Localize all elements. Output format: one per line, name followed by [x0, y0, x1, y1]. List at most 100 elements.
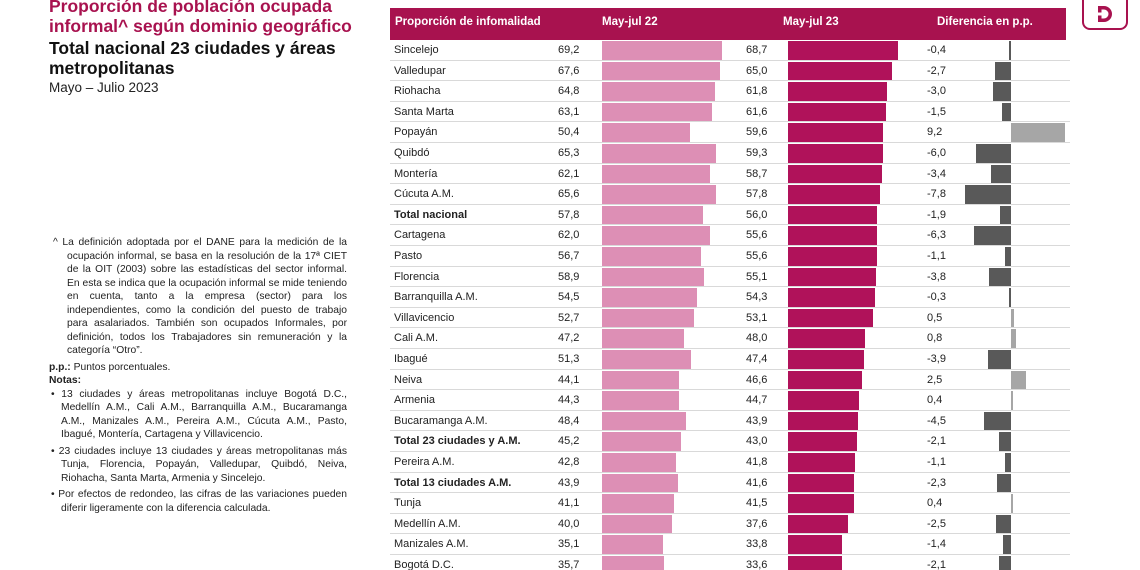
bar-diferencia: [1011, 329, 1016, 348]
value-may-jul-22: 45,2: [558, 435, 580, 448]
footnotes: ^ La definición adoptada por el DANE par…: [49, 236, 347, 515]
row-city: Total 13 ciudades A.M.: [394, 476, 512, 489]
value-may-jul-22: 35,7: [558, 559, 580, 570]
value-diferencia: 0,4: [927, 497, 943, 510]
bar-may-jul-23: [788, 82, 887, 101]
bar-may-jul-23: [788, 61, 892, 81]
value-may-jul-22: 40,0: [558, 517, 580, 530]
row-city: Bogotá D.C.: [394, 559, 454, 570]
dane-logo-icon: [1097, 6, 1112, 22]
value-may-jul-22: 65,3: [558, 147, 580, 159]
table-row: Barranquilla A.M. 54,5 54,3 -0,3: [390, 287, 1070, 308]
value-may-jul-23: 61,6: [746, 105, 768, 118]
bar-diferencia: [1002, 535, 1011, 554]
value-may-jul-22: 62,0: [558, 229, 580, 242]
value-may-jul-23: 48,0: [746, 332, 768, 345]
bar-may-jul-23: [788, 41, 898, 60]
table-row: Santa Marta 63,1 61,6 -1,5: [390, 102, 1070, 123]
value-diferencia: 0,8: [927, 332, 943, 345]
note-item: • 23 ciudades incluye 13 ciudades y área…: [51, 445, 347, 484]
notes-heading: Notas:: [49, 375, 82, 386]
value-diferencia: -1,1: [927, 250, 946, 262]
chart-subtitle: Total nacional 23 ciudades y áreas metro…: [49, 38, 336, 78]
value-may-jul-23: 55,1: [746, 270, 768, 283]
row-city: Pasto: [394, 250, 423, 262]
value-diferencia: -0,3: [927, 291, 946, 304]
chart-date: Mayo – Julio 2023: [49, 80, 159, 95]
bar-may-jul-23: [788, 329, 865, 348]
bar-may-jul-22: [602, 144, 716, 163]
definition-note: ^ La definición adoptada por el DANE par…: [53, 237, 347, 356]
value-may-jul-23: 41,6: [746, 476, 768, 489]
bar-may-jul-23: [788, 308, 873, 328]
value-may-jul-23: 61,8: [746, 85, 768, 98]
bar-may-jul-23: [788, 144, 883, 163]
header-diferencia: Diferencia en p.p.: [937, 16, 1033, 28]
value-diferencia: -2,1: [927, 435, 946, 448]
table-row: Popayán 50,4 59,6 9,2: [390, 122, 1070, 143]
bar-diferencia: [990, 164, 1011, 184]
title-block: Proporción de población ocupada informal…: [49, 0, 389, 96]
bar-may-jul-22: [602, 267, 705, 287]
table-row: Cartagena 62,0 55,6 -6,3: [390, 225, 1070, 246]
value-may-jul-23: 33,6: [746, 559, 768, 570]
value-may-jul-22: 58,9: [558, 270, 580, 283]
row-city: Valledupar: [394, 64, 446, 77]
bar-diferencia: [975, 144, 1011, 163]
value-may-jul-22: 44,3: [558, 394, 580, 407]
value-may-jul-23: 37,6: [746, 517, 768, 530]
chart-title: Proporción de población ocupada informal…: [49, 0, 352, 36]
bar-may-jul-23: [788, 123, 884, 142]
value-may-jul-23: 68,7: [746, 44, 768, 56]
value-may-jul-23: 33,8: [746, 538, 768, 551]
row-city: Cartagena: [394, 229, 446, 242]
table-row: Manizales A.M. 35,1 33,8 -1,4: [390, 534, 1070, 555]
value-diferencia: 0,4: [927, 394, 943, 407]
bar-may-jul-22: [602, 82, 715, 101]
value-may-jul-22: 35,1: [558, 538, 580, 551]
row-city: Florencia: [394, 270, 440, 283]
pp-label: p.p.:: [49, 361, 71, 373]
value-may-jul-23: 56,0: [746, 208, 768, 221]
bar-may-jul-23: [788, 432, 857, 451]
row-city: Bucaramanga A.M.: [394, 414, 488, 427]
pp-note: p.p.: Puntos porcentuales.: [49, 361, 347, 375]
bar-may-jul-22: [602, 41, 723, 60]
bar-diferencia: [1011, 370, 1026, 390]
value-may-jul-22: 41,1: [558, 497, 580, 510]
value-may-jul-22: 65,6: [558, 188, 580, 201]
bar-diferencia: [1004, 453, 1011, 472]
bar-may-jul-22: [602, 308, 694, 328]
bar-may-jul-22: [602, 494, 674, 513]
row-city: Pereira A.M.: [394, 456, 455, 468]
row-city: Cúcuta A.M.: [394, 188, 454, 201]
bar-diferencia: [1011, 123, 1066, 142]
value-may-jul-23: 59,3: [746, 147, 768, 159]
row-city: Sincelejo: [394, 44, 439, 56]
value-diferencia: -6,0: [927, 147, 946, 159]
value-may-jul-22: 67,6: [558, 64, 580, 77]
row-city: Santa Marta: [394, 105, 454, 118]
value-may-jul-22: 63,1: [558, 105, 580, 118]
row-city: Cali A.M.: [394, 332, 439, 345]
row-city: Total 23 ciudades y A.M.: [394, 435, 521, 448]
table-row: Riohacha 64,8 61,8 -3,0: [390, 81, 1070, 102]
value-may-jul-22: 43,9: [558, 476, 580, 489]
bar-may-jul-22: [602, 514, 672, 534]
bar-diferencia: [987, 350, 1011, 369]
value-diferencia: -1,9: [927, 208, 946, 221]
bar-may-jul-23: [788, 267, 876, 287]
value-diferencia: -3,4: [927, 167, 946, 180]
table-row: Valledupar 67,6 65,0 -2,7: [390, 61, 1070, 82]
pp-text: Puntos porcentuales.: [70, 361, 171, 373]
bar-may-jul-22: [602, 288, 697, 307]
table-row: Neiva 44,1 46,6 2,5: [390, 370, 1070, 391]
row-city: Neiva: [394, 373, 423, 386]
value-may-jul-22: 69,2: [558, 44, 580, 56]
bar-may-jul-23: [788, 226, 877, 245]
bar-diferencia: [995, 61, 1011, 81]
bar-diferencia: [993, 82, 1011, 101]
value-may-jul-23: 43,9: [746, 414, 768, 427]
row-city: Ibagué: [394, 353, 428, 365]
note-item: • Por efectos de redondeo, las cifras de…: [51, 489, 347, 514]
